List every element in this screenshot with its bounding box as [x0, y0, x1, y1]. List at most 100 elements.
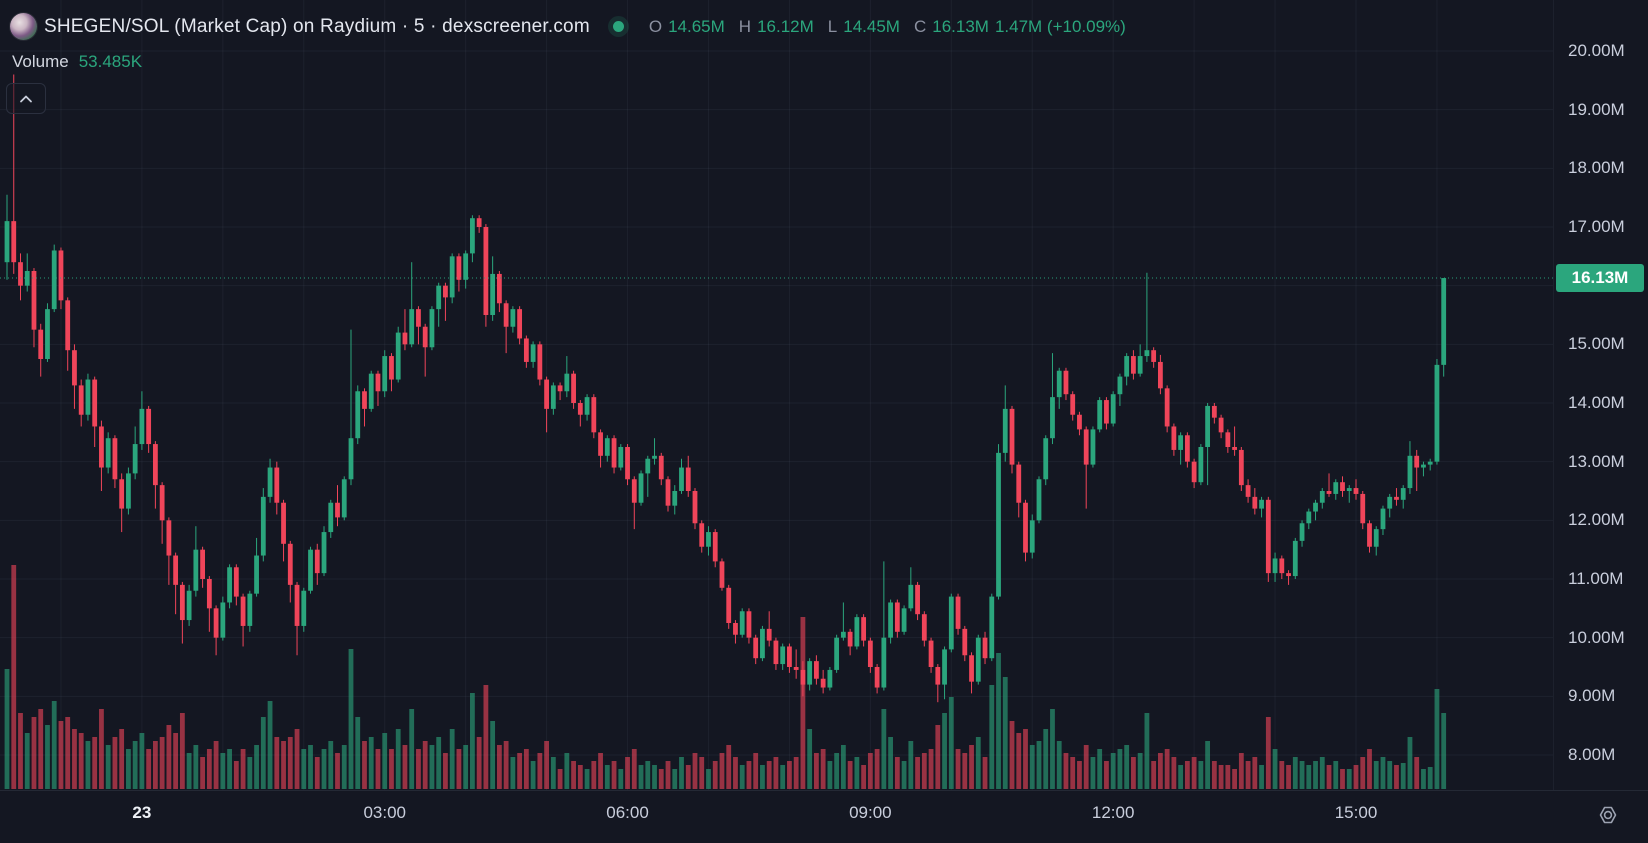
price-axis-label: 19.00M	[1568, 99, 1625, 119]
candle-body	[577, 403, 583, 415]
candle-body	[105, 438, 111, 468]
symbol-title[interactable]: SHEGEN/SOL (Market Cap) on Raydium · 5 ·…	[44, 15, 590, 37]
volume-bar	[780, 765, 786, 789]
volume-bar	[1144, 713, 1150, 789]
candle-body	[982, 637, 988, 659]
candle-body	[335, 502, 340, 518]
candle-body	[152, 444, 158, 486]
volume-bar	[523, 749, 529, 789]
price-axis[interactable]: 20.00M 19.00M 18.00M 17.00M 15.00M 14.00M 13.0…	[1553, 0, 1648, 790]
candle-body	[611, 438, 617, 468]
candle-body	[166, 520, 172, 556]
collapse-legend-button[interactable]	[6, 83, 46, 114]
volume-bar	[1238, 753, 1244, 789]
candle-body	[308, 549, 313, 591]
candle-body	[443, 285, 448, 298]
settings-gear-icon[interactable]	[1594, 801, 1622, 829]
volume-bar	[773, 757, 779, 789]
candle-body	[564, 373, 570, 392]
price-axis-label: 8.00M	[1568, 745, 1616, 764]
volume-bar	[1387, 761, 1393, 789]
symbol-legend: SHEGEN/SOL (Market Cap) on Raydium · 5 ·…	[10, 13, 1126, 40]
candle-body	[85, 379, 91, 415]
candle-body	[638, 473, 644, 503]
candle-body	[1131, 356, 1136, 374]
volume-bar	[699, 757, 705, 789]
candle-body	[1333, 482, 1339, 494]
candle-body	[1252, 496, 1258, 509]
volume-bar	[1124, 745, 1130, 789]
open-label: O	[648, 16, 663, 36]
chevron-up-icon	[20, 95, 32, 102]
high-value: 16.12M	[757, 16, 814, 36]
candle-body	[220, 602, 226, 638]
low-value: 14.45M	[843, 16, 900, 36]
candle-body	[389, 356, 394, 380]
candle-body	[1427, 461, 1433, 465]
volume-bar	[1178, 765, 1184, 789]
volume-bar	[712, 761, 718, 789]
volume-bar	[908, 741, 914, 789]
volume-bar	[1104, 761, 1109, 789]
volume-bar	[753, 753, 759, 789]
candle-body	[901, 608, 907, 632]
volume-bar	[861, 765, 867, 789]
chart-plot-area[interactable]	[0, 0, 1553, 790]
candle-body	[402, 332, 408, 345]
volume-bar	[625, 757, 630, 789]
price-axis-label: 10.00M	[1568, 627, 1625, 647]
volume-bar	[166, 725, 172, 789]
volume-bar	[335, 753, 340, 789]
candle-body	[1272, 558, 1278, 574]
volume-bar	[45, 725, 50, 789]
candle-body	[598, 432, 603, 456]
volume-bar	[766, 761, 772, 789]
volume-bar	[517, 753, 523, 789]
volume-bar	[355, 717, 361, 789]
candle-body	[206, 579, 212, 609]
candle-body	[861, 617, 867, 641]
volume-bar	[894, 757, 900, 789]
volume-bar	[1184, 761, 1190, 789]
candle-body	[807, 661, 813, 685]
candle-body	[1036, 479, 1042, 521]
volume-bar	[874, 749, 880, 789]
price-axis-label: 9.00M	[1568, 686, 1616, 706]
candle-body	[1306, 511, 1312, 524]
volume-bar	[409, 709, 415, 789]
volume-bar	[65, 717, 71, 789]
candle-body	[1218, 417, 1224, 433]
candle-body	[449, 256, 455, 298]
candle-body	[1326, 491, 1332, 494]
candle-body	[1340, 482, 1345, 492]
candle-body	[996, 452, 1001, 597]
candle-body	[921, 614, 927, 641]
volume-bar	[1360, 757, 1366, 789]
candle-body	[341, 479, 347, 518]
candle-body	[375, 373, 381, 392]
candle-body	[793, 667, 799, 670]
volume-bar	[1117, 749, 1123, 789]
candle-body	[1299, 523, 1305, 541]
candle-body	[496, 273, 502, 304]
candle-body	[179, 584, 185, 621]
candle-body	[1016, 464, 1022, 503]
volume-bar	[604, 765, 610, 789]
volume-bar	[186, 753, 192, 789]
volume-bar	[760, 765, 765, 789]
volume-bar	[18, 713, 23, 789]
volume-bar	[739, 765, 745, 789]
time-axis-label: 06:00	[606, 803, 649, 822]
candle-body	[820, 678, 826, 688]
candle-body	[267, 467, 273, 497]
volume-bar	[1151, 761, 1157, 789]
volume-bar	[746, 761, 752, 789]
time-axis[interactable]: 23 03:00 06:00 09:00 12:00 15:00	[0, 790, 1648, 843]
volume-bar	[99, 709, 104, 789]
candle-body	[1043, 438, 1049, 480]
price-axis-label: 12.00M	[1568, 510, 1625, 530]
volume-bar	[449, 729, 455, 789]
candle-body	[186, 590, 192, 621]
candle-body	[1225, 432, 1231, 448]
candle-body	[1070, 394, 1076, 415]
